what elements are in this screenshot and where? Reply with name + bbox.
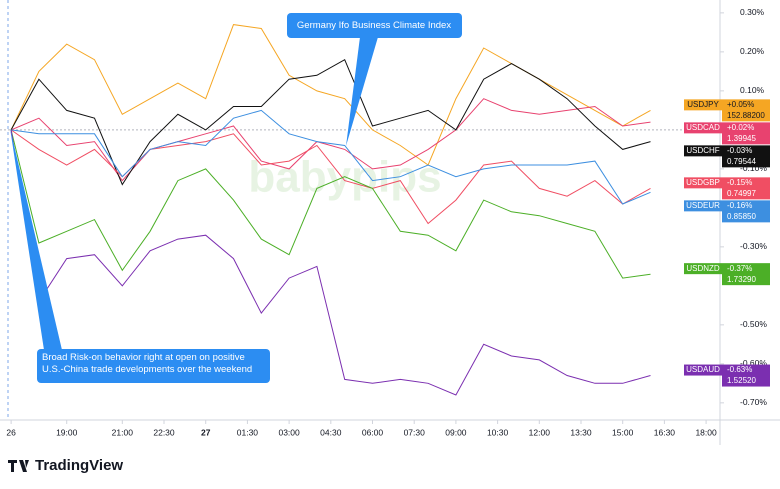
annotation-ifo: Germany Ifo Business Climate Index <box>287 13 462 146</box>
y-tick-label: -0.30% <box>740 241 767 251</box>
label-name: USDNZD <box>686 264 720 273</box>
x-tick-label: 01:30 <box>237 427 259 437</box>
x-tick-label: 15:00 <box>612 427 634 437</box>
series-line <box>10 24 651 166</box>
x-tick-label: 21:00 <box>112 427 134 437</box>
x-tick-label: 04:30 <box>320 427 342 437</box>
label-name: USDAUD <box>686 365 720 374</box>
label-value-box <box>722 364 770 387</box>
label-name: USDJPY <box>687 100 719 109</box>
x-tick-label: 22:30 <box>153 427 175 437</box>
callout-box <box>37 349 270 383</box>
label-price: 1.73290 <box>727 275 756 284</box>
series-line <box>10 129 651 225</box>
label-change: -0.63% <box>727 365 752 374</box>
series-line <box>10 129 651 396</box>
label-price: 152.88200 <box>727 111 765 120</box>
label-value-box <box>722 145 770 168</box>
y-tick-label: 0.30% <box>740 7 765 17</box>
x-tick-label: 13:30 <box>570 427 592 437</box>
series-line <box>11 109 651 205</box>
x-tick-label: 26 <box>6 427 16 437</box>
label-value-box <box>722 200 770 223</box>
label-price: 0.85850 <box>727 212 756 221</box>
label-value-box <box>722 263 770 286</box>
x-tick-label: 18:00 <box>695 427 717 437</box>
x-tick-label: 12:00 <box>529 427 551 437</box>
y-tick-label: -0.60% <box>740 358 767 368</box>
x-tick-label: 27 <box>201 427 211 437</box>
x-tick-label: 10:30 <box>487 427 509 437</box>
y-tick-label: -0.10% <box>740 163 767 173</box>
y-tick-label: 0.10% <box>740 85 765 95</box>
callout-box <box>287 13 462 38</box>
x-tick-label: 16:30 <box>654 427 676 437</box>
label-value-box <box>722 122 770 145</box>
series-line <box>10 58 651 186</box>
callout-text: Germany Ifo Business Climate Index <box>297 20 451 31</box>
y-tick-label: -0.70% <box>740 397 767 407</box>
callout-text: Broad Risk-on behavior right at open on … <box>42 352 253 375</box>
brand-name: TradingView <box>35 457 123 474</box>
callout-pointer <box>346 37 378 146</box>
plot <box>0 24 720 396</box>
series-line <box>10 129 651 279</box>
label-change: -0.37% <box>727 264 752 273</box>
annotation-risk: Broad Risk-on behavior right at open on … <box>10 128 270 383</box>
label-name-box <box>684 145 722 157</box>
label-name-box <box>684 99 722 111</box>
label-change: +0.02% <box>727 123 754 132</box>
label-name-box <box>684 364 722 376</box>
brand-logo <box>8 460 29 472</box>
label-name: USDGBP <box>686 178 720 187</box>
y-tick-label: 0.20% <box>740 46 765 56</box>
label-value-box <box>722 99 770 122</box>
label-price: 1.39945 <box>727 134 756 143</box>
y-tick-label: -0.50% <box>740 319 767 329</box>
label-price: 1.52520 <box>727 376 756 385</box>
x-tick-label: 09:00 <box>445 427 467 437</box>
x-tick-label: 07:30 <box>404 427 426 437</box>
x-tick-label: 06:00 <box>362 427 384 437</box>
label-name: USDEUR <box>686 201 720 210</box>
label-name-box <box>684 122 722 134</box>
label-change: +0.05% <box>727 100 754 109</box>
x-tick-label: 19:00 <box>56 427 78 437</box>
label-price: 0.74997 <box>727 189 756 198</box>
label-price: 0.79544 <box>727 157 756 166</box>
label-name: USDCAD <box>686 123 720 132</box>
label-change: -0.03% <box>727 146 752 155</box>
label-name-box <box>684 263 722 275</box>
label-change: -0.16% <box>727 201 752 210</box>
label-name-box <box>684 177 722 189</box>
x-tick-label: 03:00 <box>278 427 300 437</box>
label-value-box <box>722 177 770 200</box>
label-name: USDCHF <box>686 146 719 155</box>
callout-pointer <box>10 128 62 350</box>
label-name-box <box>684 200 722 212</box>
brand: TradingView <box>8 457 123 474</box>
label-change: -0.15% <box>727 178 752 187</box>
callout-body: Broad Risk-on behavior right at open on … <box>42 352 253 375</box>
